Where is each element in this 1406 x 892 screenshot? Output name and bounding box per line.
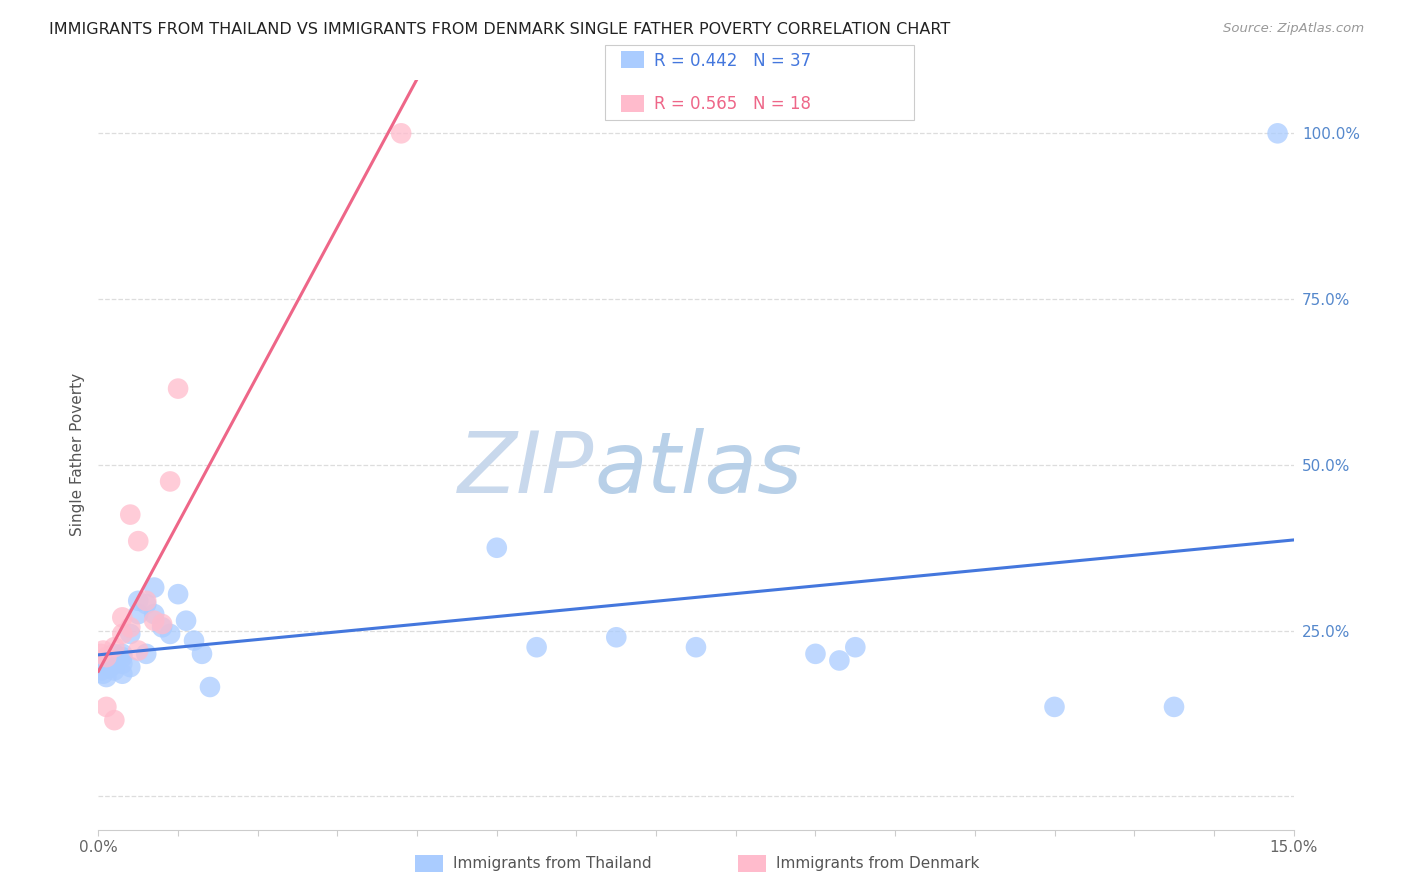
Point	[120, 660, 142, 674]
Point	[159, 627, 181, 641]
Point	[844, 640, 866, 655]
Point	[150, 617, 173, 632]
Point	[127, 643, 149, 657]
Point	[526, 640, 548, 655]
Point	[127, 594, 149, 608]
Point	[127, 607, 149, 621]
Text: ZIP: ZIP	[458, 428, 595, 511]
Point	[191, 647, 214, 661]
Point	[98, 660, 122, 674]
Point	[96, 650, 118, 665]
Point	[685, 640, 707, 655]
Point	[111, 657, 134, 671]
Point	[96, 657, 118, 671]
Y-axis label: Single Father Poverty: Single Father Poverty	[69, 374, 84, 536]
Point	[111, 650, 134, 665]
Point	[1043, 699, 1066, 714]
Point	[120, 620, 142, 634]
Point	[103, 657, 125, 671]
Text: IMMIGRANTS FROM THAILAND VS IMMIGRANTS FROM DENMARK SINGLE FATHER POVERTY CORREL: IMMIGRANTS FROM THAILAND VS IMMIGRANTS F…	[49, 22, 950, 37]
Point	[143, 581, 166, 595]
Point	[91, 643, 114, 657]
Point	[174, 614, 197, 628]
Point	[103, 647, 125, 661]
Point	[605, 630, 627, 644]
Point	[143, 614, 166, 628]
Point	[1267, 126, 1289, 140]
Point	[111, 610, 134, 624]
Point	[183, 633, 205, 648]
Point	[828, 653, 851, 667]
Point	[90, 647, 112, 661]
Point	[96, 699, 118, 714]
Point	[167, 587, 190, 601]
Point	[485, 541, 508, 555]
Point	[120, 508, 142, 522]
Point	[120, 627, 142, 641]
Text: R = 0.442   N = 37: R = 0.442 N = 37	[654, 52, 811, 70]
Point	[90, 664, 112, 678]
Point	[143, 607, 166, 621]
Point	[91, 666, 114, 681]
Point	[804, 647, 827, 661]
Text: Immigrants from Thailand: Immigrants from Thailand	[453, 856, 651, 871]
Point	[150, 620, 173, 634]
Point	[127, 534, 149, 549]
Point	[96, 670, 118, 684]
Point	[111, 647, 134, 661]
Point	[389, 126, 412, 140]
Point	[1163, 699, 1185, 714]
Text: R = 0.565   N = 18: R = 0.565 N = 18	[654, 95, 811, 113]
Point	[103, 664, 125, 678]
Point	[135, 597, 157, 611]
Point	[103, 713, 125, 727]
Text: Source: ZipAtlas.com: Source: ZipAtlas.com	[1223, 22, 1364, 36]
Point	[198, 680, 221, 694]
Text: Immigrants from Denmark: Immigrants from Denmark	[776, 856, 980, 871]
Text: atlas: atlas	[595, 428, 803, 511]
Point	[135, 647, 157, 661]
Point	[111, 627, 134, 641]
Point	[103, 640, 125, 655]
Point	[167, 382, 190, 396]
Point	[111, 666, 134, 681]
Point	[159, 475, 181, 489]
Point	[135, 594, 157, 608]
